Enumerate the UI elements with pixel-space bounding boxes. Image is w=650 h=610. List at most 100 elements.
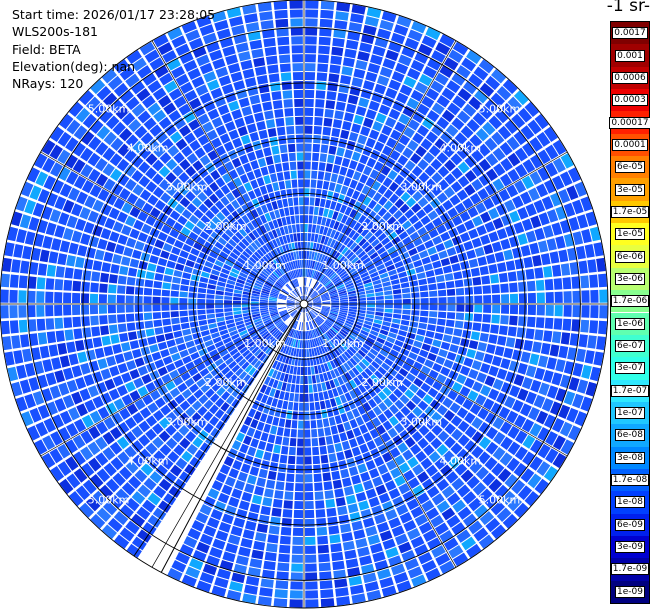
ray-gate <box>318 45 330 55</box>
ray-gate <box>286 410 293 420</box>
ray-gate <box>197 179 208 191</box>
ray-gate <box>332 119 343 129</box>
ray-gate <box>173 117 187 130</box>
ray-gate <box>351 408 361 418</box>
ray-gate <box>355 364 364 373</box>
ray-gate <box>99 283 108 293</box>
ray-gate <box>491 241 502 253</box>
ray-gate <box>344 280 353 286</box>
ray-gate <box>269 173 278 183</box>
ray-gate <box>319 27 332 37</box>
ray-gate <box>434 138 447 151</box>
ray-gate <box>275 481 285 491</box>
ray-gate <box>197 405 208 417</box>
ray-gate <box>306 296 309 301</box>
ray-gate <box>294 321 299 329</box>
ray-gate <box>315 252 321 261</box>
ray-gate <box>251 308 260 313</box>
ray-gate <box>183 334 193 343</box>
ray-gate <box>456 448 470 462</box>
ray-gate <box>157 366 168 377</box>
ray-gate <box>265 183 274 193</box>
ray-gate <box>450 415 463 427</box>
ray-gate <box>405 400 417 411</box>
ray-gate <box>436 116 450 130</box>
ray-gate <box>110 334 120 344</box>
ray-gate <box>155 464 168 477</box>
ray-gate <box>351 4 366 15</box>
ray-gate <box>529 242 540 255</box>
ray-gate <box>199 231 210 240</box>
ray-gate <box>81 180 94 194</box>
ray-gate <box>379 329 389 336</box>
ray-gate <box>437 430 450 443</box>
ray-gate <box>572 362 584 377</box>
ray-gate <box>473 286 483 295</box>
ray-gate <box>258 514 270 525</box>
ray-gate <box>84 399 96 413</box>
ray-gate <box>236 278 246 285</box>
ray-gate <box>170 311 179 318</box>
ray-gate <box>514 414 527 428</box>
ray-gate <box>309 242 314 251</box>
ray-gate <box>418 172 430 183</box>
ray-gate <box>285 117 294 126</box>
ray-gate <box>192 160 204 172</box>
ray-gate <box>266 264 274 272</box>
ray-gate <box>228 238 237 248</box>
ray-gate <box>282 345 288 354</box>
ray-gate <box>546 209 559 223</box>
ray-gate <box>384 226 394 236</box>
ray-gate <box>543 265 553 278</box>
ray-gate <box>244 318 253 323</box>
ray-gate <box>336 284 345 290</box>
ray-gate <box>485 441 499 455</box>
ray-gate <box>125 215 136 227</box>
ray-gate <box>415 145 427 158</box>
ray-gate <box>334 442 343 453</box>
ray-gate <box>475 202 487 214</box>
ray-gate <box>152 423 164 435</box>
ray-gate <box>485 426 498 440</box>
ray-gate <box>410 152 422 165</box>
ray-gate <box>97 188 110 202</box>
ray-gate <box>460 469 474 483</box>
ray-gate <box>269 308 278 312</box>
azimuth-spoke <box>303 151 568 305</box>
ray-gate <box>340 299 349 302</box>
ray-gate <box>46 264 57 277</box>
ray-gate <box>425 269 435 278</box>
ray-gate <box>575 245 586 260</box>
ray-gate <box>279 293 288 298</box>
ray-gate <box>304 286 306 295</box>
ray-gate <box>289 599 303 608</box>
ray-gate <box>105 478 120 493</box>
ray-gate <box>179 51 194 65</box>
ray-gate <box>152 159 164 172</box>
ray-gate <box>97 238 108 250</box>
ray-gate <box>559 171 573 187</box>
ray-gate <box>484 183 497 196</box>
ray-gate <box>297 306 302 310</box>
ray-gate <box>11 259 21 273</box>
ray-gate <box>275 281 283 288</box>
ray-gate <box>204 358 214 367</box>
ray-gate <box>560 153 574 169</box>
ray-gate <box>32 390 45 406</box>
ray-gate <box>443 537 459 551</box>
ray-gate <box>349 86 361 96</box>
ray-gate <box>265 322 274 328</box>
ray-gate <box>335 282 344 288</box>
ray-gate <box>100 203 112 216</box>
colorbar-cell: 1.7e-09 <box>610 558 650 581</box>
ray-gate <box>383 285 392 291</box>
ray-gate <box>452 552 469 567</box>
ray-gate <box>425 567 441 581</box>
ray-gate <box>295 116 304 125</box>
ray-gate <box>278 246 285 255</box>
ray-gate <box>192 332 202 340</box>
ray-gate <box>28 333 39 347</box>
ray-gate <box>216 211 226 222</box>
ray-gate <box>305 581 318 590</box>
ray-gate <box>107 517 123 533</box>
